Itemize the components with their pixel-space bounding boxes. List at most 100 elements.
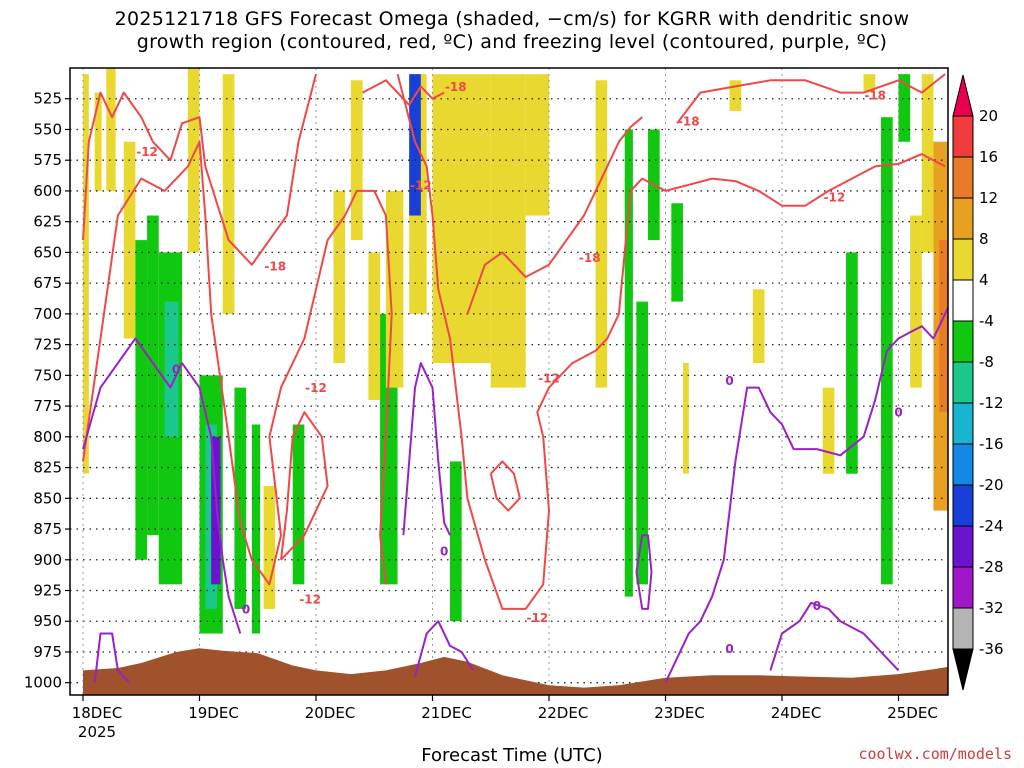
colorbar-label: -12 xyxy=(979,394,1004,412)
contour-label: -12 xyxy=(305,381,327,395)
contour-label: -18 xyxy=(264,259,286,273)
omega-cell xyxy=(921,74,934,253)
contour-label: -12 xyxy=(824,191,846,205)
omega-cell xyxy=(106,68,116,191)
omega-cell xyxy=(624,129,633,597)
contour-label: 0 xyxy=(725,374,733,388)
omega-cell xyxy=(135,240,148,560)
colorbar-swatch xyxy=(952,156,974,199)
dgz-contour xyxy=(82,140,393,586)
colorbar-swatch xyxy=(952,484,974,527)
omega-cell xyxy=(123,141,136,339)
omega-cell xyxy=(449,461,462,622)
y-tick-label: 525 xyxy=(33,90,62,108)
omega-cell xyxy=(83,74,89,474)
y-tick-label: 900 xyxy=(33,551,62,569)
colorbar-label: -16 xyxy=(979,435,1004,453)
x-tick-label: 23DEC xyxy=(654,704,705,722)
omega-cell xyxy=(333,190,346,364)
y-tick-label: 625 xyxy=(33,213,62,231)
contour-label: -12 xyxy=(538,371,560,385)
colorbar-swatch xyxy=(952,197,974,240)
credit-link[interactable]: coolwx.com/models xyxy=(858,745,1012,763)
dgz-contour xyxy=(82,73,317,266)
contour-label: 0 xyxy=(725,642,733,656)
x-axis: 18DEC 19DEC 20DEC 21DEC 22DEC 23DEC 24DEC 25DEC… xyxy=(72,695,938,741)
contour-label: 0 xyxy=(172,363,180,377)
y-tick-label: 1000 xyxy=(24,674,62,692)
colorbar-swatch xyxy=(952,402,974,445)
contour-label: -18 xyxy=(445,80,467,94)
contour-label: -12 xyxy=(299,593,321,607)
contour-label: -18 xyxy=(678,114,700,128)
y-tick-label: 825 xyxy=(33,459,62,477)
colorbar-swatch xyxy=(952,279,974,322)
freezing-level-contour xyxy=(414,620,475,677)
chart-title-line-1: 2025121718 GFS Forecast Omega (shaded, −… xyxy=(114,8,910,30)
freezing-level-contour xyxy=(664,305,948,684)
omega-cell xyxy=(939,240,948,413)
omega-cell xyxy=(251,424,261,634)
dgz-contour xyxy=(489,460,521,512)
colorbar-bottom-arrow xyxy=(952,648,974,691)
dgz-contour xyxy=(362,79,445,106)
colorbar-label: 12 xyxy=(979,189,998,207)
colorbar-label: 16 xyxy=(979,148,998,166)
omega-cell xyxy=(94,92,102,191)
colorbar-label: -32 xyxy=(979,599,1004,617)
colorbar-swatch xyxy=(952,607,974,650)
x-tick-label: 18DEC xyxy=(72,704,123,722)
colorbar-label: -20 xyxy=(979,476,1004,494)
colorbar-swatch xyxy=(952,320,974,363)
colorbar-label: -36 xyxy=(979,640,1004,658)
colorbar-swatch xyxy=(952,115,974,158)
y-tick-label: 600 xyxy=(33,182,62,200)
omega-cell xyxy=(164,301,179,437)
y-tick-label: 850 xyxy=(33,489,62,507)
omega-cell xyxy=(636,301,649,585)
y-tick-label: 800 xyxy=(33,428,62,446)
colorbar-label: -8 xyxy=(979,353,994,371)
omega-shading xyxy=(83,68,948,634)
colorbar-label: 8 xyxy=(979,230,989,248)
omega-cell xyxy=(910,215,922,388)
y-tick-label: 700 xyxy=(33,305,62,323)
x-year-label: 2025 xyxy=(78,723,116,741)
dgz-contour xyxy=(280,411,329,561)
omega-cell xyxy=(752,289,765,364)
terrain-area xyxy=(83,648,948,695)
omega-cell xyxy=(671,203,683,302)
freezing-level-contour xyxy=(402,362,451,536)
colorbar-swatch xyxy=(952,443,974,486)
colorbar-label: -28 xyxy=(979,558,1004,576)
contour-label: -12 xyxy=(410,178,432,192)
omega-cell xyxy=(525,74,549,216)
y-tick-label: 950 xyxy=(33,612,62,630)
y-tick-label: 575 xyxy=(33,151,62,169)
colorbar-label: 4 xyxy=(979,271,989,289)
y-tick-label: 550 xyxy=(33,120,62,138)
omega-cell xyxy=(432,74,491,364)
omega-cell xyxy=(898,74,911,142)
terrain xyxy=(83,648,948,695)
omega-cell xyxy=(222,74,235,314)
colorbar-top-arrow xyxy=(952,74,974,117)
omega-cell xyxy=(729,80,742,112)
y-tick-label: 675 xyxy=(33,274,62,292)
contour-label: 0 xyxy=(242,602,250,616)
plot-frame xyxy=(69,67,949,696)
omega-cell xyxy=(863,74,876,93)
colorbar-label: -4 xyxy=(979,312,994,330)
freezing-level-contour xyxy=(82,337,242,634)
omega-cell xyxy=(595,80,608,388)
y-tick-label: 725 xyxy=(33,336,62,354)
x-tick-label: 24DEC xyxy=(771,704,822,722)
omega-cell xyxy=(385,190,404,388)
omega-cell xyxy=(211,436,221,585)
contour-label: 0 xyxy=(813,599,821,613)
x-tick-label: 22DEC xyxy=(538,704,589,722)
x-tick-label: 21DEC xyxy=(421,704,472,722)
contour-label: 0 xyxy=(440,545,448,559)
contour-label: -18 xyxy=(864,89,886,103)
